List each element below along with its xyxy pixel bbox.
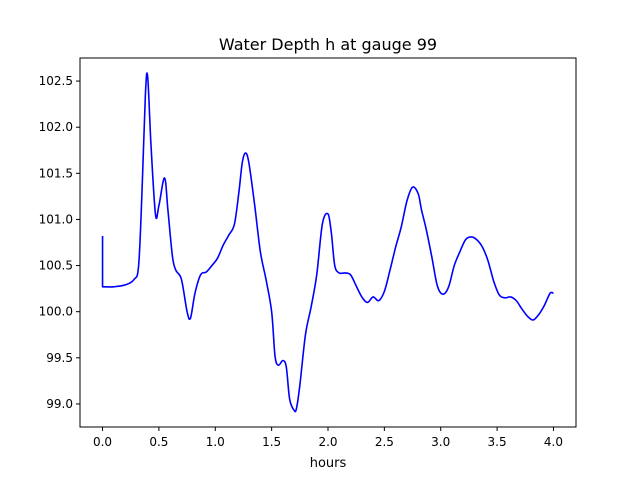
y-tick-label: 101.0 (39, 212, 73, 226)
y-tick-label: 102.0 (39, 120, 73, 134)
x-tick-label: 1.0 (206, 435, 225, 449)
y-ticks: 99.0 99.5 100.0 100.5 101.0 101.5 102.0 102.5 (39, 74, 80, 411)
x-tick-label: 2.5 (375, 435, 394, 449)
x-tick-label: 2.0 (318, 435, 337, 449)
y-tick-label: 102.5 (39, 74, 73, 88)
x-tick-label: 0.5 (149, 435, 168, 449)
plot-frame (79, 57, 577, 428)
y-tick-label: 100.5 (39, 259, 73, 273)
x-tick-label: 1.5 (262, 435, 281, 449)
x-tick-label: 3.5 (488, 435, 507, 449)
y-tick-label: 101.5 (39, 166, 73, 180)
y-tick-label: 100.0 (39, 305, 73, 319)
plot-area (80, 58, 576, 427)
chart-title: Water Depth h at gauge 99 (219, 35, 437, 54)
x-tick-label: 0.0 (93, 435, 112, 449)
y-tick-label: 99.5 (46, 351, 73, 365)
series-layer (101, 72, 554, 413)
x-tick-label: 4.0 (544, 435, 563, 449)
series-line (101, 72, 554, 413)
x-tick-label: 3.0 (431, 435, 450, 449)
y-tick-label: 99.0 (46, 397, 73, 411)
x-ticks: 0.0 0.5 1.0 1.5 2.0 2.5 3.0 3.5 4.0 (93, 427, 563, 449)
x-axis-label: hours (310, 456, 347, 471)
